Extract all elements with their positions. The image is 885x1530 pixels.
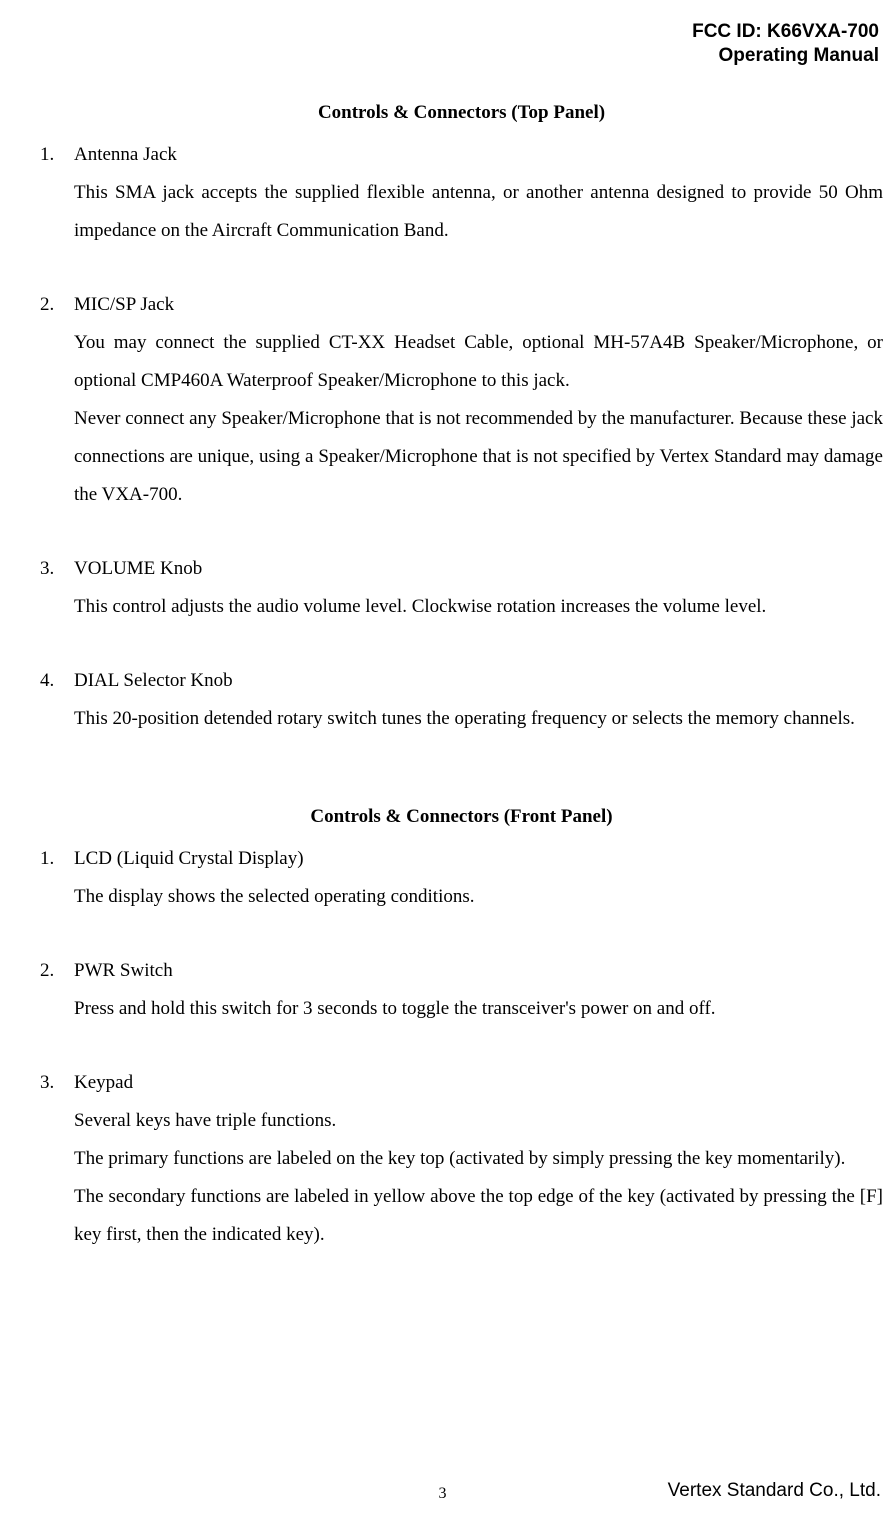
document-footer: 3 Vertex Standard Co., Ltd. <box>0 1478 885 1510</box>
section-title-front: Controls & Connectors (Front Panel) <box>40 798 883 836</box>
list-item: 3. Keypad Several keys have triple funct… <box>40 1064 883 1254</box>
item-number: 2. <box>40 952 74 1028</box>
list-item: 2. MIC/SP Jack You may connect the suppl… <box>40 286 883 514</box>
item-number: 3. <box>40 1064 74 1254</box>
item-paragraph: This control adjusts the audio volume le… <box>74 588 883 626</box>
item-paragraph: The display shows the selected operating… <box>74 878 883 916</box>
item-label: MIC/SP Jack <box>74 286 883 324</box>
list-item: 1. LCD (Liquid Crystal Display) The disp… <box>40 840 883 916</box>
item-body: PWR Switch Press and hold this switch fo… <box>74 952 883 1028</box>
item-number: 4. <box>40 662 74 738</box>
list-item: 3. VOLUME Knob This control adjusts the … <box>40 550 883 626</box>
item-paragraph: Several keys have triple functions. <box>74 1102 883 1140</box>
item-paragraph: Press and hold this switch for 3 seconds… <box>74 990 883 1028</box>
item-number: 2. <box>40 286 74 514</box>
list-item: 4. DIAL Selector Knob This 20-position d… <box>40 662 883 738</box>
document-content: Controls & Connectors (Top Panel) 1. Ant… <box>0 68 885 1254</box>
item-label: DIAL Selector Knob <box>74 662 883 700</box>
item-body: Antenna Jack This SMA jack accepts the s… <box>74 136 883 250</box>
item-body: DIAL Selector Knob This 20-position dete… <box>74 662 883 738</box>
item-paragraph: The secondary functions are labeled in y… <box>74 1178 883 1254</box>
document-header: FCC ID: K66VXA-700 Operating Manual <box>0 20 885 68</box>
item-label: Antenna Jack <box>74 136 883 174</box>
item-paragraph: This 20-position detended rotary switch … <box>74 700 883 738</box>
item-label: LCD (Liquid Crystal Display) <box>74 840 883 878</box>
item-body: VOLUME Knob This control adjusts the aud… <box>74 550 883 626</box>
page: FCC ID: K66VXA-700 Operating Manual Cont… <box>0 0 885 1530</box>
item-number: 1. <box>40 840 74 916</box>
list-item: 1. Antenna Jack This SMA jack accepts th… <box>40 136 883 250</box>
item-body: MIC/SP Jack You may connect the supplied… <box>74 286 883 514</box>
header-subtitle: Operating Manual <box>0 44 879 68</box>
list-item: 2. PWR Switch Press and hold this switch… <box>40 952 883 1028</box>
item-number: 1. <box>40 136 74 250</box>
section-title-top: Controls & Connectors (Top Panel) <box>40 94 883 132</box>
item-label: Keypad <box>74 1064 883 1102</box>
item-paragraph: Never connect any Speaker/Microphone tha… <box>74 400 883 514</box>
item-number: 3. <box>40 550 74 626</box>
header-fcc-id: FCC ID: K66VXA-700 <box>0 20 879 44</box>
item-paragraph: You may connect the supplied CT-XX Heads… <box>74 324 883 400</box>
item-body: Keypad Several keys have triple function… <box>74 1064 883 1254</box>
item-paragraph: This SMA jack accepts the supplied flexi… <box>74 174 883 250</box>
footer-company: Vertex Standard Co., Ltd. <box>668 1472 881 1510</box>
item-body: LCD (Liquid Crystal Display) The display… <box>74 840 883 916</box>
item-label: PWR Switch <box>74 952 883 990</box>
item-paragraph: The primary functions are labeled on the… <box>74 1140 883 1178</box>
item-label: VOLUME Knob <box>74 550 883 588</box>
